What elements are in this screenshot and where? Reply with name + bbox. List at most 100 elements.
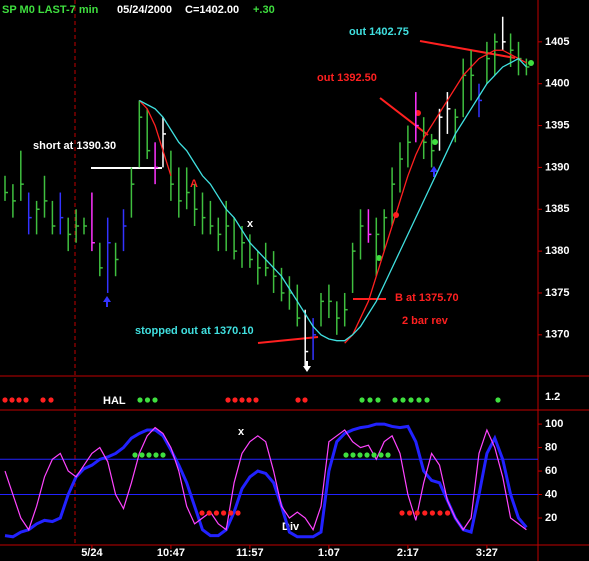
signal-dot [385,452,391,458]
signal-dot [432,139,438,145]
signal-dot [246,397,252,403]
signal-dot [424,397,430,403]
annotation: x [238,426,245,438]
signal-dot [199,510,205,516]
signal-dot [350,452,356,458]
annotation: HAL [103,395,126,407]
signal-dot [495,397,501,403]
x-tick-label: 3:27 [476,547,498,559]
signal-dot [359,397,365,403]
trade-line [379,97,429,136]
trade-line [419,40,516,59]
signal-dot [422,510,428,516]
y-tick-label: 100 [545,418,563,430]
signal-dot [228,510,234,516]
annotation: 2 bar rev [402,315,449,327]
signal-dot [48,397,54,403]
symbol: SP M0 LAST-7 min [2,4,99,16]
signal-dot [414,510,420,516]
signal-dot [206,510,212,516]
y-tick-label: 1370 [545,329,569,341]
arrow [303,361,311,372]
y-tick-label: 60 [545,465,557,477]
y-tick-label: 1.2 [545,391,560,403]
signal-dot [437,510,443,516]
close: C=1402.00 [185,4,239,16]
signal-dot [139,452,145,458]
signal-dot [2,397,8,403]
signal-dot [239,397,245,403]
trade-line [257,336,319,344]
signal-dot [144,397,151,403]
signal-dot [371,452,377,458]
signal-dot [16,397,22,403]
change: +.30 [253,4,275,16]
signal-dot [343,452,349,458]
y-tick-label: 1405 [545,36,569,48]
annotation: x [247,218,254,230]
date: 05/24/2000 [117,4,172,16]
y-tick-label: 1400 [545,78,569,90]
annotation: out 1392.50 [317,72,377,84]
signal-dot [23,397,29,403]
x-tick-label: 2:17 [397,547,419,559]
signal-dot [375,397,381,403]
signal-dot [225,397,231,403]
annotation: A [190,178,198,190]
y-tick-label: 1390 [545,161,569,173]
signal-dot [445,510,451,516]
signal-dot [132,452,138,458]
annotation: B at 1375.70 [395,292,459,304]
arrow [430,166,438,177]
signal-dot [153,452,159,458]
annotation: short at 1390.30 [33,140,116,152]
signal-dot [407,510,413,516]
signal-dot [416,397,422,403]
moving-average [138,57,527,342]
y-tick-label: 1395 [545,119,569,131]
signal-dot [295,397,301,403]
x-tick-label: 1:07 [318,547,340,559]
signal-dot [408,397,414,403]
y-tick-label: 20 [545,512,557,524]
y-tick-label: 1385 [545,203,569,215]
signal-dot [232,397,238,403]
arrow [103,296,111,307]
y-tick-label: 80 [545,441,557,453]
x-tick-label: 5/24 [81,547,103,559]
annotation: Div [282,521,300,533]
y-tick-label: 1380 [545,245,569,257]
signal-dot [9,397,15,403]
signal-dot [528,60,534,66]
signal-dot [40,397,46,403]
signal-dot [400,397,406,403]
signal-dot [146,452,152,458]
signal-dot [221,510,227,516]
signal-dot [429,510,435,516]
signal-dot [152,397,158,403]
signal-dot [302,397,308,403]
oscillator-line [4,422,528,539]
signal-dot [357,452,363,458]
signal-dot [137,397,143,403]
signal-dot [253,397,259,403]
x-tick-label: 10:47 [157,547,185,559]
signal-dot [367,397,373,403]
y-tick-label: 40 [545,488,557,500]
signal-dot [235,510,241,516]
signal-dot [364,452,370,458]
annotation: stopped out at 1370.10 [135,325,254,337]
signal-dot [160,452,166,458]
annotation: out 1402.75 [349,26,409,38]
x-tick-label: 11:57 [236,547,264,559]
moving-average [138,49,527,344]
y-tick-label: 1375 [545,287,569,299]
signal-dot [376,255,382,261]
signal-dot [213,510,219,516]
signal-dot [378,452,384,458]
signal-dot [399,510,405,516]
oscillator-line [4,426,527,532]
signal-dot [392,397,398,403]
